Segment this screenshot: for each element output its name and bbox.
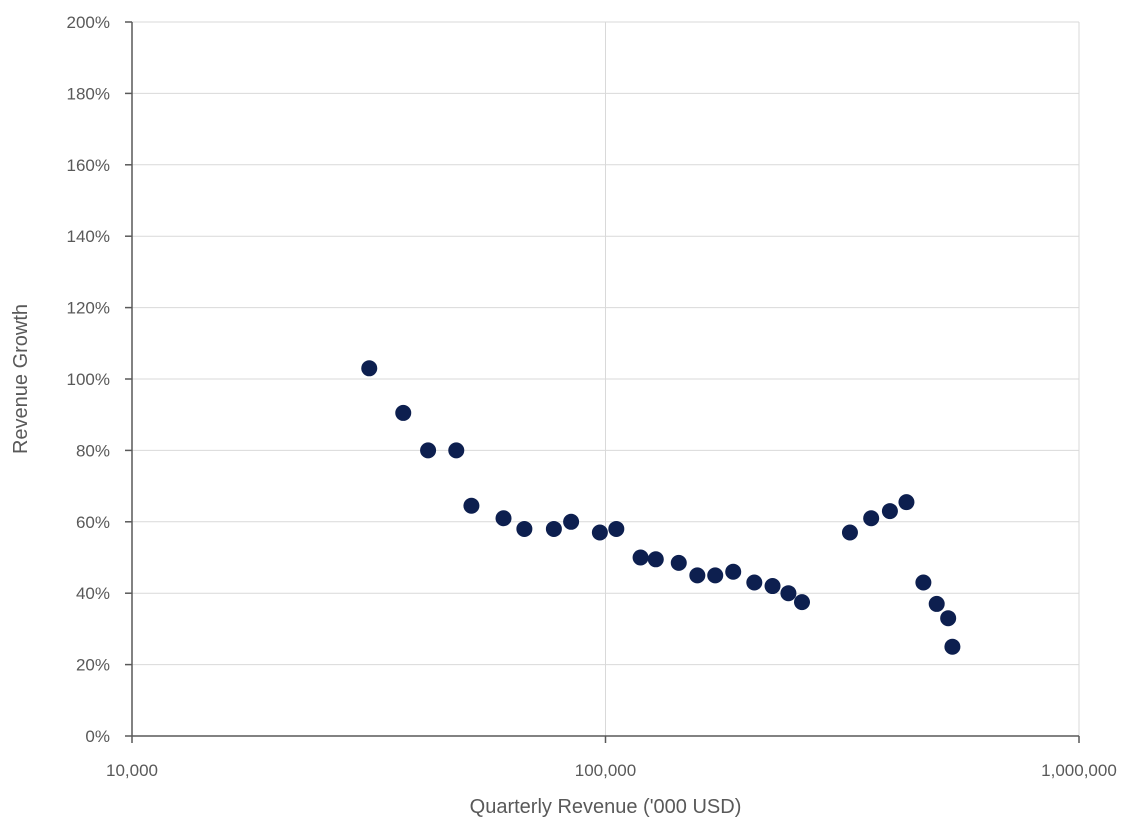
data-point: [944, 638, 961, 655]
x-tick-label: 100,000: [575, 761, 636, 780]
data-point: [707, 567, 724, 584]
data-point: [463, 497, 480, 514]
y-tick-label: 40%: [76, 584, 110, 603]
data-point: [420, 442, 437, 459]
data-point: [632, 549, 649, 566]
data-point: [898, 494, 915, 511]
data-point: [563, 513, 580, 530]
data-point: [725, 563, 742, 580]
y-axis-title: Revenue Growth: [10, 304, 32, 454]
data-points: [361, 360, 961, 655]
data-point: [689, 567, 706, 584]
y-tick-label: 60%: [76, 513, 110, 532]
y-tick-label: 160%: [67, 156, 110, 175]
data-point: [863, 510, 880, 527]
data-point: [361, 360, 378, 377]
data-point: [764, 578, 781, 595]
data-point: [841, 524, 858, 541]
y-tick-label: 140%: [67, 227, 110, 246]
y-tick-label: 20%: [76, 656, 110, 675]
data-point: [881, 503, 898, 520]
gridlines: [132, 21, 1080, 736]
y-tick-label: 80%: [76, 441, 110, 460]
data-point: [395, 404, 412, 421]
data-point: [608, 520, 625, 537]
data-point: [670, 554, 687, 571]
data-point: [495, 510, 512, 527]
x-tick-label: 1,000,000: [1041, 761, 1117, 780]
axes: [125, 21, 1080, 743]
data-point: [793, 594, 810, 611]
y-tick-label: 0%: [85, 727, 110, 746]
data-point: [448, 442, 465, 459]
y-tick-label: 200%: [67, 13, 110, 32]
data-point: [915, 574, 932, 591]
data-point: [647, 551, 664, 568]
data-point: [780, 585, 797, 602]
y-tick-label: 100%: [67, 370, 110, 389]
y-tick-label: 120%: [67, 299, 110, 318]
x-tick-label: 10,000: [106, 761, 158, 780]
data-point: [591, 524, 608, 541]
data-point: [928, 595, 945, 612]
data-point: [516, 520, 533, 537]
y-tick-label: 180%: [67, 84, 110, 103]
data-point: [746, 574, 763, 591]
tick-labels: 0% 20% 40% 60% 80% 100% 120% 140% 160% 180% 200% 10…: [67, 13, 1117, 780]
data-point: [545, 520, 562, 537]
data-point: [940, 610, 957, 627]
x-axis-title: Quarterly Revenue ('000 USD): [470, 796, 742, 818]
